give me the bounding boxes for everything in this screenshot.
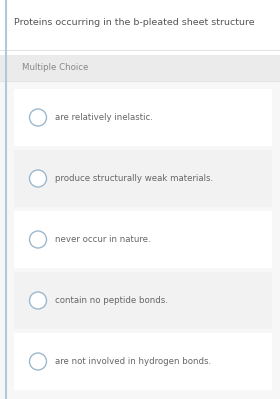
Text: are relatively inelastic.: are relatively inelastic. — [55, 113, 153, 122]
Circle shape — [29, 170, 46, 187]
Text: are not involved in hydrogen bonds.: are not involved in hydrogen bonds. — [55, 357, 211, 366]
Circle shape — [29, 292, 46, 309]
Text: never occur in nature.: never occur in nature. — [55, 235, 151, 244]
Circle shape — [29, 109, 46, 126]
FancyBboxPatch shape — [14, 211, 272, 268]
FancyBboxPatch shape — [14, 272, 272, 329]
FancyBboxPatch shape — [0, 0, 280, 50]
FancyBboxPatch shape — [0, 55, 280, 399]
Text: contain no peptide bonds.: contain no peptide bonds. — [55, 296, 168, 305]
Text: Multiple Choice: Multiple Choice — [22, 63, 88, 73]
Text: Proteins occurring in the b-pleated sheet structure: Proteins occurring in the b-pleated shee… — [14, 18, 255, 27]
FancyBboxPatch shape — [14, 333, 272, 390]
FancyBboxPatch shape — [14, 89, 272, 146]
Circle shape — [29, 231, 46, 248]
FancyBboxPatch shape — [14, 150, 272, 207]
Text: produce structurally weak materials.: produce structurally weak materials. — [55, 174, 213, 183]
FancyBboxPatch shape — [0, 55, 280, 81]
Circle shape — [29, 353, 46, 370]
